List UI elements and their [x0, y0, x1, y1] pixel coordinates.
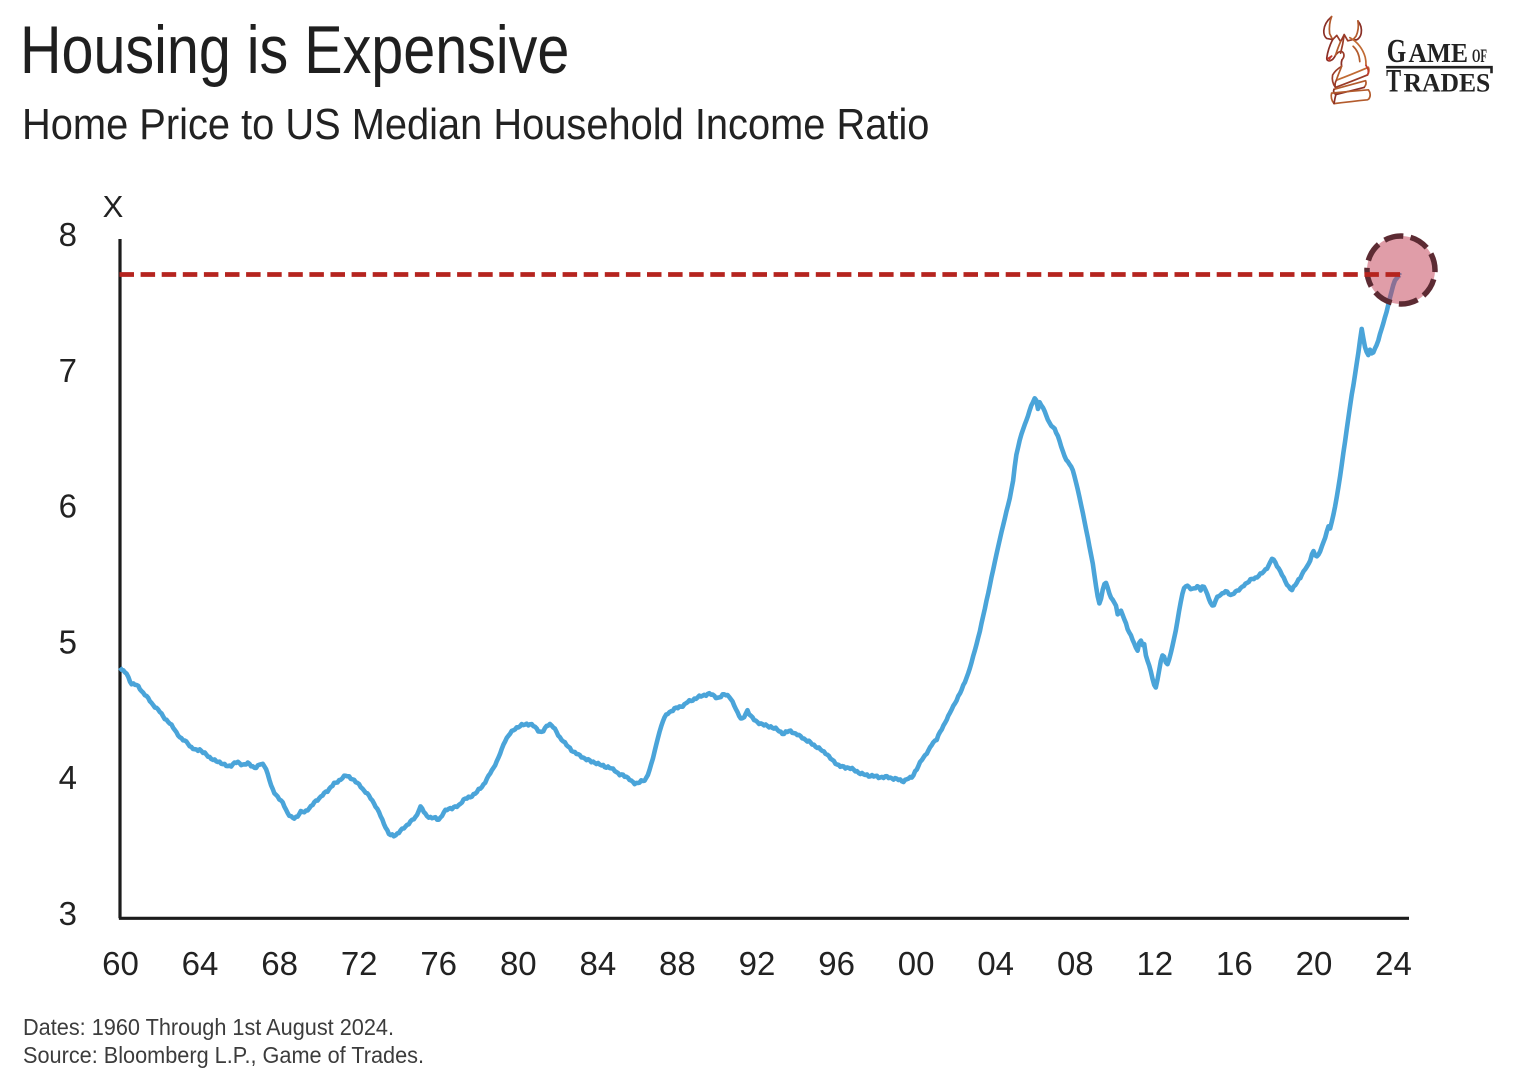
- svg-text:6: 6: [59, 488, 77, 525]
- svg-text:G: G: [1387, 33, 1407, 70]
- svg-text:72: 72: [341, 945, 378, 982]
- svg-text:4: 4: [59, 759, 77, 796]
- svg-text:88: 88: [659, 945, 696, 982]
- svg-text:AME: AME: [1409, 38, 1469, 68]
- svg-text:96: 96: [818, 945, 855, 982]
- svg-text:64: 64: [182, 945, 219, 982]
- svg-text:00: 00: [898, 945, 935, 982]
- svg-text:24: 24: [1375, 945, 1412, 982]
- svg-text:OF: OF: [1472, 46, 1487, 67]
- svg-text:80: 80: [500, 945, 537, 982]
- svg-text:8: 8: [59, 216, 77, 253]
- svg-text:92: 92: [739, 945, 776, 982]
- svg-text:68: 68: [261, 945, 298, 982]
- svg-text:7: 7: [59, 352, 77, 389]
- svg-text:60: 60: [102, 945, 139, 982]
- svg-text:84: 84: [580, 945, 617, 982]
- svg-text:3: 3: [59, 895, 77, 932]
- svg-text:04: 04: [977, 945, 1014, 982]
- svg-text:5: 5: [59, 623, 77, 660]
- svg-text:76: 76: [420, 945, 457, 982]
- svg-text:X: X: [103, 189, 124, 224]
- svg-text:T: T: [1386, 64, 1401, 100]
- svg-text:08: 08: [1057, 945, 1094, 982]
- svg-text:12: 12: [1136, 945, 1173, 982]
- svg-text:20: 20: [1296, 945, 1333, 982]
- svg-text:RADES: RADES: [1404, 68, 1491, 98]
- svg-text:16: 16: [1216, 945, 1253, 982]
